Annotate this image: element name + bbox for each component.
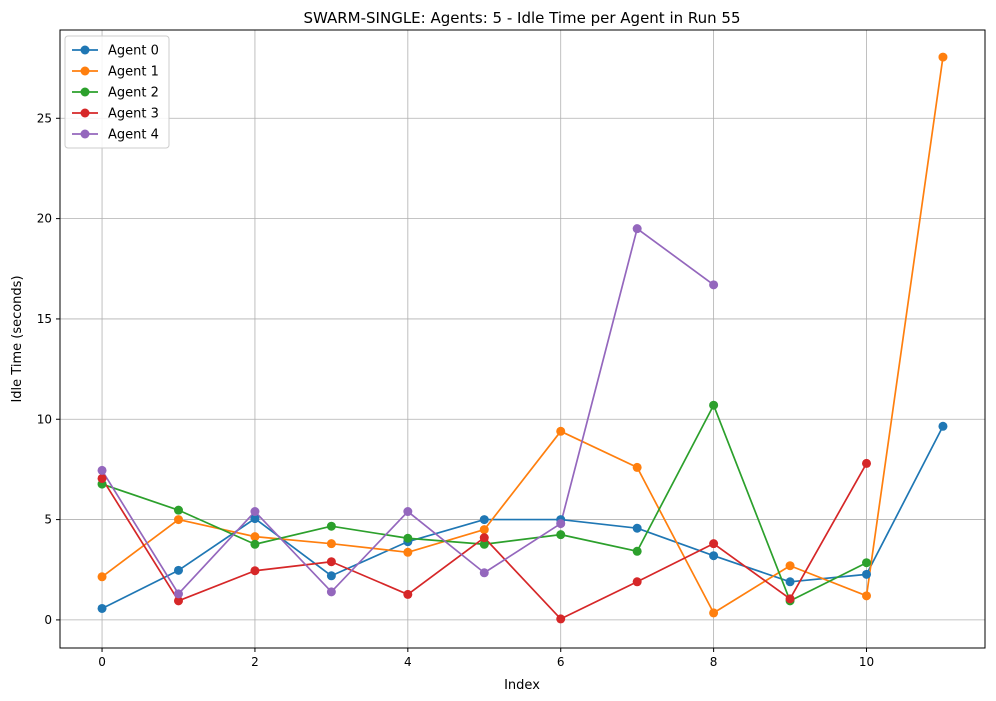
data-point-agent-0 (173, 565, 183, 575)
data-point-agent-4 (709, 280, 719, 290)
x-tick-label: 6 (557, 655, 565, 669)
data-point-agent-4 (556, 519, 566, 529)
data-point-agent-1 (250, 532, 260, 542)
data-point-agent-1 (326, 539, 336, 549)
legend-box (64, 35, 170, 149)
data-point-agent-2 (709, 400, 719, 410)
y-tick-label: 0 (44, 613, 52, 627)
chart-title: SWARM-SINGLE: Agents: 5 - Idle Time per … (303, 9, 740, 27)
data-point-agent-4 (403, 507, 413, 517)
y-tick-label: 5 (44, 513, 52, 527)
data-point-agent-3 (173, 596, 183, 606)
x-tick-label: 8 (710, 655, 718, 669)
data-point-agent-0 (632, 523, 642, 533)
y-tick-label: 20 (37, 212, 52, 226)
data-point-agent-1 (709, 608, 719, 618)
data-point-agent-3 (556, 614, 566, 624)
data-point-agent-2 (632, 546, 642, 556)
data-point-agent-4 (632, 224, 642, 234)
legend-marker (80, 108, 90, 118)
data-point-agent-3 (709, 539, 719, 549)
legend-label: Agent 3 (108, 107, 159, 122)
data-point-agent-0 (862, 569, 872, 579)
data-point-agent-2 (556, 530, 566, 540)
legend-label: Agent 4 (108, 128, 159, 143)
data-point-agent-0 (479, 515, 489, 525)
data-point-agent-1 (862, 591, 872, 601)
y-tick-label: 10 (37, 412, 52, 426)
x-tick-label: 10 (859, 655, 874, 669)
y-axis-ticks: 0 5 10 15 20 25 (37, 111, 60, 627)
series-line-agent-0 (101, 425, 944, 610)
data-point-agent-1 (479, 525, 489, 535)
data-point-agent-4 (479, 568, 489, 578)
x-tick-label: 2 (251, 655, 259, 669)
data-point-agent-0 (785, 577, 795, 587)
plot-frame (59, 29, 986, 649)
legend-label: Agent 0 (108, 44, 159, 59)
y-tick-label: 25 (37, 111, 52, 125)
data-point-agent-2 (173, 505, 183, 515)
data-point-agent-4 (326, 587, 336, 597)
data-point-agent-3 (403, 589, 413, 599)
x-axis-ticks: 0 2 4 6 8 10 (98, 648, 874, 669)
data-point-agent-0 (250, 514, 260, 524)
data-point-agent-3 (97, 473, 107, 483)
x-tick-label: 4 (404, 655, 412, 669)
data-point-agent-0 (97, 603, 107, 613)
data-point-agent-3 (326, 557, 336, 567)
data-point-agent-4 (250, 507, 260, 517)
legend-label: Agent 1 (108, 65, 159, 80)
data-point-agent-3 (785, 594, 795, 604)
data-point-agent-2 (403, 533, 413, 543)
data-point-agent-3 (479, 533, 489, 543)
data-point-agent-4 (173, 589, 183, 599)
y-axis-label: Idle Time (seconds) (10, 275, 25, 402)
data-point-agent-3 (250, 566, 260, 576)
x-tick-label: 0 (98, 655, 106, 669)
data-point-agent-1 (938, 52, 948, 62)
series-line-agent-1 (101, 56, 944, 614)
data-point-agent-1 (173, 515, 183, 525)
data-point-agent-1 (632, 462, 642, 472)
data-point-agent-0 (938, 421, 948, 431)
data-point-agent-2 (479, 539, 489, 549)
y-tick-label: 15 (37, 312, 52, 326)
data-point-agent-2 (250, 539, 260, 549)
data-point-agent-2 (862, 558, 872, 568)
data-point-agent-0 (709, 551, 719, 561)
legend-marker (80, 129, 90, 139)
series-points (97, 52, 948, 624)
data-point-agent-0 (326, 571, 336, 581)
data-point-agent-1 (785, 561, 795, 571)
legend-marker (80, 87, 90, 97)
legend-marker (80, 66, 90, 76)
grid (60, 30, 985, 648)
data-point-agent-3 (862, 458, 872, 468)
data-point-agent-1 (403, 547, 413, 557)
legend-label: Agent 2 (108, 86, 159, 101)
data-point-agent-1 (97, 572, 107, 582)
legend: Agent 0 Agent 1 Agent 2 Agent 3 Agent 4 (64, 35, 170, 149)
data-point-agent-4 (97, 465, 107, 475)
data-point-agent-3 (632, 577, 642, 587)
legend-marker (80, 45, 90, 55)
data-point-agent-2 (326, 521, 336, 531)
x-axis-label: Index (504, 678, 540, 693)
series-lines (101, 56, 944, 620)
data-point-agent-1 (556, 426, 566, 436)
